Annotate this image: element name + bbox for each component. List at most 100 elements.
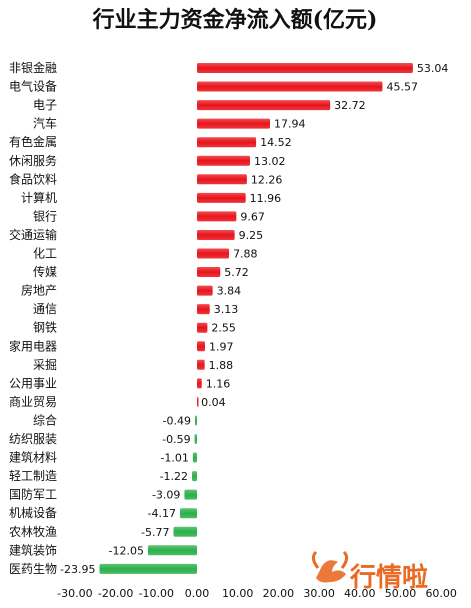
category-label: 国防军工 bbox=[9, 487, 57, 502]
bar bbox=[197, 285, 213, 296]
bar bbox=[197, 174, 247, 185]
x-tick-label: 20.00 bbox=[263, 587, 295, 600]
bar bbox=[192, 452, 197, 463]
x-tick-label: 10.00 bbox=[222, 587, 254, 600]
value-label: -1.01 bbox=[160, 452, 188, 465]
value-label: 9.67 bbox=[240, 210, 265, 223]
bar bbox=[197, 81, 383, 92]
bar bbox=[197, 322, 208, 333]
category-label: 机械设备 bbox=[9, 505, 57, 520]
bar bbox=[147, 545, 197, 556]
value-label: 45.57 bbox=[386, 81, 418, 94]
value-label: -0.59 bbox=[162, 433, 190, 446]
x-tick-label: -10.00 bbox=[139, 587, 174, 600]
bar bbox=[99, 563, 197, 574]
x-tick-label: 50.00 bbox=[385, 587, 417, 600]
category-label: 有色金属 bbox=[9, 134, 57, 149]
category-label: 公用事业 bbox=[9, 376, 57, 390]
watermark-text: 行情啦 bbox=[349, 562, 428, 593]
bar bbox=[192, 471, 197, 482]
bar bbox=[197, 304, 210, 315]
x-tick-label: 40.00 bbox=[344, 587, 376, 600]
bar bbox=[184, 489, 197, 500]
bar bbox=[197, 267, 221, 278]
bar bbox=[180, 508, 197, 519]
bar bbox=[197, 248, 230, 259]
category-label: 银行 bbox=[33, 209, 57, 223]
bar bbox=[197, 192, 246, 203]
bar bbox=[197, 118, 271, 129]
value-label: 0.04 bbox=[201, 396, 226, 409]
bar bbox=[197, 63, 413, 73]
value-label: -4.17 bbox=[148, 507, 176, 520]
bar bbox=[173, 526, 197, 537]
value-label: -3.09 bbox=[152, 489, 180, 502]
value-label: 13.02 bbox=[254, 155, 286, 168]
x-tick-label: -20.00 bbox=[98, 587, 133, 600]
value-label: 5.72 bbox=[224, 266, 249, 279]
category-label: 通信 bbox=[33, 302, 57, 316]
x-tick-label: 0.00 bbox=[185, 587, 210, 600]
category-label: 电子 bbox=[33, 98, 57, 112]
bar bbox=[197, 137, 257, 148]
bar bbox=[197, 155, 250, 166]
category-label: 电气设备 bbox=[9, 79, 57, 94]
bull-logo-icon bbox=[311, 550, 349, 583]
value-label: 7.88 bbox=[233, 248, 258, 261]
value-label: 32.72 bbox=[334, 99, 366, 112]
category-label: 家用电器 bbox=[9, 338, 57, 353]
bar bbox=[195, 415, 197, 426]
value-label: -0.49 bbox=[163, 414, 191, 427]
value-label: 1.88 bbox=[209, 359, 234, 372]
bar bbox=[197, 359, 205, 370]
category-label: 综合 bbox=[33, 412, 57, 427]
bar bbox=[197, 100, 331, 111]
bar bbox=[194, 434, 197, 444]
value-label: 53.04 bbox=[417, 62, 449, 75]
value-label: 2.55 bbox=[211, 322, 236, 335]
chart-title: 行业主力资金净流入额(亿元) bbox=[92, 7, 378, 33]
value-label: 3.13 bbox=[214, 303, 239, 316]
bars-layer: 非银金融 53.04 电气设备 45.57 电子 32.72 汽车 17.94 有色金属 14.5… bbox=[9, 60, 448, 576]
category-label: 医药生物 bbox=[9, 562, 57, 576]
value-label: 14.52 bbox=[260, 136, 292, 149]
category-label: 休闲服务 bbox=[9, 153, 57, 168]
category-label: 房地产 bbox=[21, 283, 57, 298]
category-label: 建筑装饰 bbox=[9, 542, 57, 557]
value-label: 12.26 bbox=[251, 173, 283, 186]
x-tick-label: -30.00 bbox=[57, 587, 92, 600]
x-tick-label: 60.00 bbox=[425, 587, 457, 600]
category-label: 钢铁 bbox=[33, 321, 57, 335]
category-label: 商业贸易 bbox=[9, 394, 57, 409]
value-label: 1.97 bbox=[209, 340, 234, 353]
bar bbox=[197, 211, 237, 222]
value-label: 3.84 bbox=[217, 285, 242, 298]
value-label: 9.25 bbox=[239, 229, 264, 242]
bar bbox=[197, 378, 202, 389]
category-label: 纺织服装 bbox=[9, 432, 57, 446]
category-label: 汽车 bbox=[33, 116, 57, 131]
value-label: -5.77 bbox=[141, 526, 169, 539]
category-label: 化工 bbox=[33, 247, 57, 261]
category-label: 传媒 bbox=[33, 264, 57, 279]
value-label: -12.05 bbox=[108, 544, 143, 557]
watermark: 行情啦 bbox=[311, 550, 428, 593]
category-label: 建筑材料 bbox=[9, 450, 57, 465]
value-label: -1.22 bbox=[160, 470, 188, 483]
value-label: 1.16 bbox=[206, 377, 231, 390]
category-label: 交通运输 bbox=[9, 227, 57, 242]
bar bbox=[197, 341, 206, 352]
category-label: 食品饮料 bbox=[9, 171, 57, 186]
bar bbox=[197, 229, 235, 240]
value-label: 11.96 bbox=[250, 192, 281, 205]
category-label: 非银金融 bbox=[9, 60, 57, 75]
category-label: 计算机 bbox=[21, 190, 57, 205]
category-label: 轻工制造 bbox=[9, 469, 57, 483]
value-label: 17.94 bbox=[274, 118, 306, 131]
category-label: 农林牧渔 bbox=[9, 525, 57, 539]
bar bbox=[197, 396, 199, 407]
category-label: 采掘 bbox=[33, 357, 57, 372]
value-label: -23.95 bbox=[60, 563, 95, 576]
x-tick-label: 30.00 bbox=[303, 587, 335, 600]
